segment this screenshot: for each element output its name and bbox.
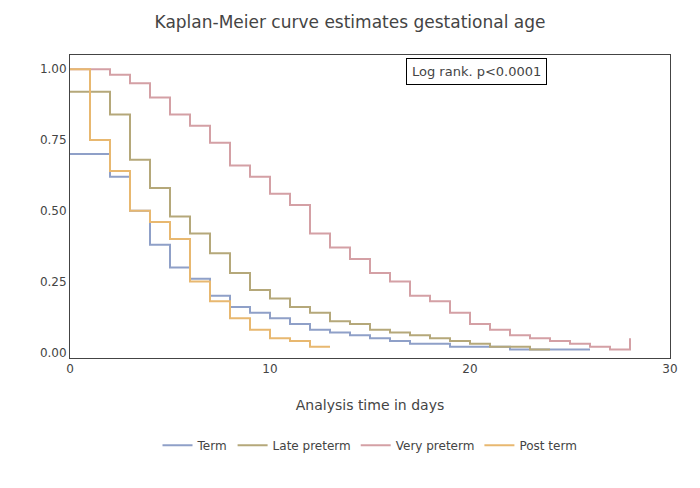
svg-text:Very preterm: Very preterm [396,439,475,453]
svg-text:Late preterm: Late preterm [273,439,351,453]
svg-text:0: 0 [66,362,74,376]
svg-text:Post term: Post term [519,439,576,453]
svg-text:Analysis time in days: Analysis time in days [296,397,444,413]
svg-text:1.00: 1.00 [40,62,67,76]
svg-text:30: 30 [662,362,677,376]
svg-text:Log rank. p<0.0001: Log rank. p<0.0001 [412,64,541,79]
svg-text:20: 20 [462,362,477,376]
svg-text:0.50: 0.50 [40,204,67,218]
svg-text:0.75: 0.75 [40,133,67,147]
svg-text:0.25: 0.25 [40,275,67,289]
svg-text:Term: Term [197,439,227,453]
svg-text:0.00: 0.00 [40,346,67,360]
svg-text:10: 10 [262,362,277,376]
svg-text:Kaplan-Meier curve estimates g: Kaplan-Meier curve estimates gestational… [155,12,546,32]
